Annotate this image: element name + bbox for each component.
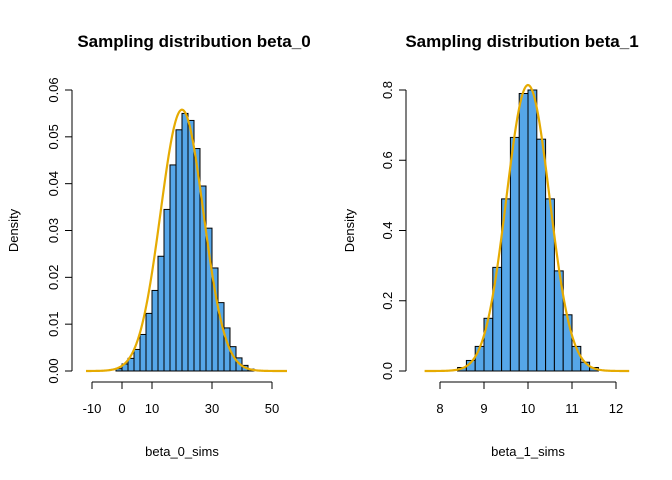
histogram-bar	[527, 89, 538, 372]
histogram-bar	[187, 119, 195, 372]
x-tick-label: 30	[205, 401, 219, 416]
histogram-bar	[536, 138, 547, 372]
y-tick-label: 0.4	[380, 221, 395, 239]
chart-title: Sampling distribution beta_0	[77, 32, 310, 51]
y-tick-label: 0.6	[380, 151, 395, 169]
histogram-bar	[133, 348, 141, 372]
x-axis-label: beta_1_sims	[491, 444, 565, 459]
histogram-bar	[562, 314, 573, 372]
histogram-bar	[509, 136, 520, 372]
x-tick-label: 11	[565, 401, 579, 416]
y-tick-label: 0.01	[46, 312, 61, 337]
y-tick-label: 0.05	[46, 124, 61, 149]
y-tick-label: 0.02	[46, 265, 61, 290]
x-tick-label: 10	[145, 401, 159, 416]
x-tick-label: 8	[436, 401, 443, 416]
histogram-bar	[483, 317, 494, 372]
histogram-bar	[151, 289, 159, 372]
y-tick-label: 0.2	[380, 292, 395, 310]
y-tick-label: 0.06	[46, 77, 61, 102]
chart-title: Sampling distribution beta_1	[405, 32, 638, 51]
y-tick-label: 0.8	[380, 81, 395, 99]
x-tick-label: 12	[609, 401, 623, 416]
y-tick-label: 0.00	[46, 358, 61, 383]
chart-panel-2: 8 9 10 11 12 0.0 0.2 0.4 0.6 0.8 Sampling distribu…	[342, 32, 639, 459]
y-axis-label: Density	[6, 208, 21, 252]
x-tick-label: -10	[83, 401, 102, 416]
histogram-bar	[181, 112, 189, 372]
x-tick-label: 0	[118, 401, 125, 416]
histogram-bar	[157, 255, 165, 372]
density-curve	[86, 108, 287, 373]
y-tick-label: 0.04	[46, 171, 61, 196]
histogram-bar	[139, 333, 147, 372]
density-curve	[424, 83, 630, 373]
histogram-bar	[163, 208, 171, 372]
x-tick-label: 50	[265, 401, 279, 416]
x-axis-label: beta_0_sims	[145, 444, 219, 459]
y-tick-label: 0.0	[380, 362, 395, 380]
histogram-bar	[175, 129, 183, 372]
y-axis-label: Density	[342, 208, 357, 252]
chart-panel-1: -10 0 10 30 50 0.00 0.01 0.02 0.03 0.04 0.05 0.06 Sa…	[6, 32, 311, 459]
x-tick-label: 9	[480, 401, 487, 416]
histogram-bar	[145, 312, 153, 372]
histogram-bar	[169, 164, 177, 372]
histogram-bar	[518, 93, 529, 372]
x-tick-label: 10	[521, 401, 535, 416]
y-tick-label: 0.03	[46, 218, 61, 243]
